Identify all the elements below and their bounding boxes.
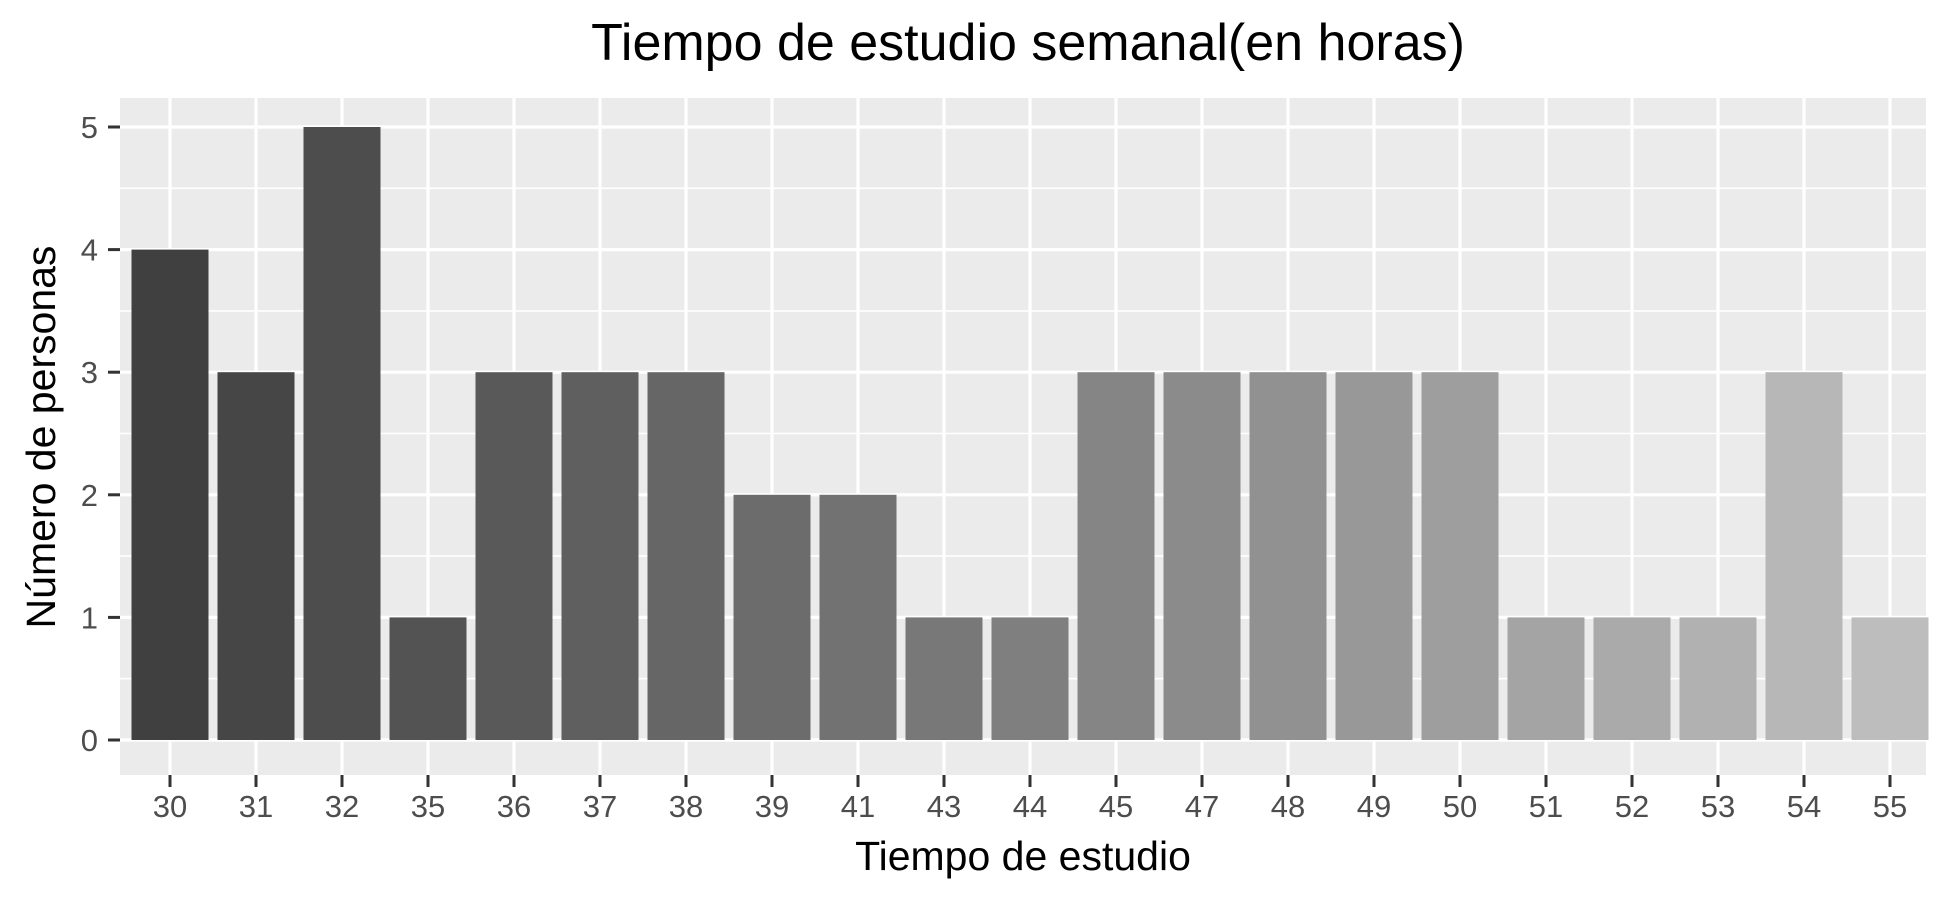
bar-38 bbox=[647, 372, 725, 740]
y-tick-label: 3 bbox=[81, 355, 98, 390]
x-tick-label: 30 bbox=[153, 789, 187, 824]
x-tick-label: 50 bbox=[1443, 789, 1477, 824]
bar-45 bbox=[1077, 372, 1155, 740]
bar-54 bbox=[1765, 372, 1843, 740]
bar-39 bbox=[733, 494, 811, 740]
bar-47 bbox=[1163, 372, 1241, 740]
bar-32 bbox=[303, 127, 381, 740]
x-tick-label: 44 bbox=[1013, 789, 1047, 824]
bar-52 bbox=[1593, 617, 1671, 740]
x-tick-label: 45 bbox=[1099, 789, 1133, 824]
x-tick-label: 39 bbox=[755, 789, 789, 824]
bar-37 bbox=[561, 372, 639, 740]
x-tick-label: 32 bbox=[325, 789, 359, 824]
bar-43 bbox=[905, 617, 983, 740]
x-tick-label: 52 bbox=[1615, 789, 1649, 824]
x-tick-label: 55 bbox=[1873, 789, 1907, 824]
x-tick-label: 48 bbox=[1271, 789, 1305, 824]
y-axis-title: Número de personas bbox=[18, 246, 64, 629]
bar-55 bbox=[1851, 617, 1929, 740]
x-tick-label: 43 bbox=[927, 789, 961, 824]
bar-51 bbox=[1507, 617, 1585, 740]
bar-48 bbox=[1249, 372, 1327, 740]
x-axis: 30 31 32 35 36 37 38 39 41 43 44 45 47 48 49 50 51 52 53 54… bbox=[153, 775, 1907, 824]
bar-36 bbox=[475, 372, 553, 740]
x-tick-label: 54 bbox=[1787, 789, 1821, 824]
bar-35 bbox=[389, 617, 467, 740]
x-tick-label: 49 bbox=[1357, 789, 1391, 824]
y-tick-label: 5 bbox=[81, 110, 98, 145]
x-tick-label: 53 bbox=[1701, 789, 1735, 824]
x-tick-label: 47 bbox=[1185, 789, 1219, 824]
bars bbox=[131, 127, 1929, 740]
y-tick-label: 4 bbox=[81, 233, 98, 268]
x-tick-label: 41 bbox=[841, 789, 875, 824]
x-tick-label: 36 bbox=[497, 789, 531, 824]
x-axis-title: Tiempo de estudio bbox=[855, 833, 1191, 879]
bar-53 bbox=[1679, 617, 1757, 740]
bar-41 bbox=[819, 494, 897, 740]
bar-30 bbox=[131, 249, 209, 740]
bar-49 bbox=[1335, 372, 1413, 740]
x-tick-label: 51 bbox=[1529, 789, 1563, 824]
x-tick-label: 35 bbox=[411, 789, 445, 824]
bar-50 bbox=[1421, 372, 1499, 740]
y-tick-label: 0 bbox=[81, 723, 98, 758]
y-axis: 0 1 2 3 4 5 bbox=[81, 110, 120, 758]
y-tick-label: 2 bbox=[81, 478, 98, 513]
x-tick-label: 37 bbox=[583, 789, 617, 824]
bar-31 bbox=[217, 372, 295, 740]
bar-44 bbox=[991, 617, 1069, 740]
x-tick-label: 38 bbox=[669, 789, 703, 824]
x-tick-label: 31 bbox=[239, 789, 273, 824]
chart-title: Tiempo de estudio semanal(en horas) bbox=[591, 14, 1465, 72]
y-tick-label: 1 bbox=[81, 600, 98, 635]
